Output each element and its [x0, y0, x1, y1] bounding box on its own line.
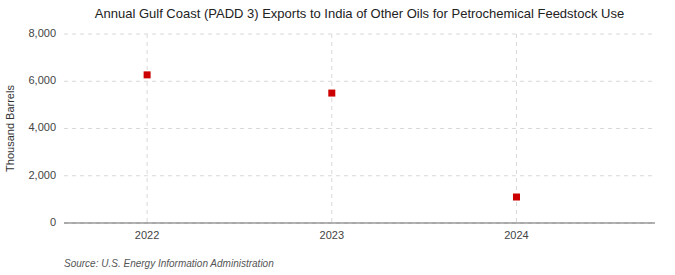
- title: Annual Gulf Coast (PADD 3) Exports to In…: [95, 6, 624, 21]
- y-tick-label: 4,000: [28, 121, 56, 133]
- x-tick-label: 2023: [320, 229, 344, 241]
- point: [144, 71, 151, 78]
- x-tick-label: 2022: [135, 229, 159, 241]
- y-tick-label: 2,000: [28, 169, 56, 181]
- chart-container: 0 2,000 4,000 6,000 8,000 2022 2023 2024 Annual …: [0, 0, 675, 275]
- x-axis-line: [64, 223, 655, 224]
- x-tick-label: 2024: [504, 229, 528, 241]
- grid: [64, 34, 655, 223]
- grid-line: [64, 175, 655, 176]
- grid-line: [64, 223, 655, 224]
- points: [144, 71, 520, 200]
- annotation: Source: U.S. Energy Information Administ…: [64, 258, 274, 269]
- grid-line: [64, 128, 655, 129]
- chart: 0 2,000 4,000 6,000 8,000 2022 2023 2024 Annual …: [0, 0, 675, 275]
- grid-line: [64, 34, 655, 35]
- point: [328, 90, 335, 97]
- y-tick-label: 8,000: [28, 27, 56, 39]
- y-tick-label: 0: [50, 216, 56, 228]
- y-axis-label: Thousand Barrels: [4, 85, 16, 172]
- grid-line: [64, 81, 655, 82]
- grid-line: [147, 34, 148, 223]
- grid-line: [331, 34, 332, 223]
- y-tick-label: 6,000: [28, 74, 56, 86]
- point: [513, 194, 520, 201]
